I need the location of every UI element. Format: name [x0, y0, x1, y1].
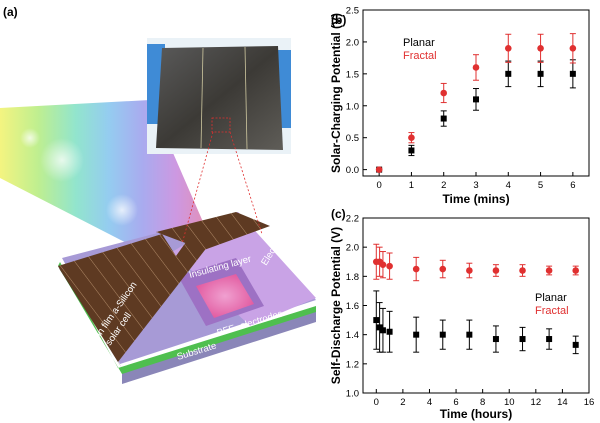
- solar-cell-top: [156, 212, 270, 250]
- data-point-fractal: [537, 45, 544, 52]
- data-point-fractal: [440, 89, 448, 97]
- x-tick-label: 5: [538, 180, 543, 191]
- y-tick-label: 1.5: [346, 69, 359, 80]
- x-tick-label: 1: [409, 180, 414, 191]
- legend-entry-planar: Planar: [535, 292, 567, 304]
- substrate-base: [122, 310, 316, 384]
- y-tick-label: 1.0: [346, 389, 359, 400]
- zoom-line-left: [181, 131, 214, 245]
- data-point-planar: [466, 331, 473, 338]
- x-tick-label: 8: [480, 397, 485, 408]
- x-tick-label: 3: [473, 180, 478, 191]
- series-fractal: [375, 33, 577, 173]
- data-point-fractal: [386, 262, 393, 270]
- substrate-green-layer: [58, 262, 316, 374]
- data-point-fractal: [519, 267, 526, 274]
- x-tick-label: 2: [441, 180, 446, 191]
- data-point-planar: [473, 96, 479, 103]
- data-point-planar: [413, 331, 420, 338]
- y-tick-label: 1.4: [346, 330, 359, 341]
- x-tick-label: 2: [400, 397, 405, 408]
- data-point-fractal: [375, 166, 383, 173]
- y-axis-title: Solar-Charging Potential (V): [329, 13, 343, 173]
- y-axis-title: Self-Discharge Potential (V): [329, 227, 343, 384]
- data-point-planar: [379, 327, 386, 334]
- data-point-fractal: [472, 64, 480, 71]
- y-tick-label: 0.5: [346, 133, 359, 144]
- data-point-fractal: [412, 265, 420, 273]
- legend-entry-fractal: Fractal: [403, 50, 437, 62]
- chart-self-discharge: 0 2 4 6 8 10 12 14 16 1.0 1.2 1.4 1.6 1.8 2.0 2.2 Time (…: [329, 214, 594, 422]
- photo-inset-line-2: [244, 46, 248, 150]
- y-tick-label: 2.2: [346, 214, 359, 225]
- solar-cell-body: [58, 228, 208, 362]
- photo-inset-line-1: [200, 47, 204, 149]
- lens-flare-3: [20, 128, 40, 148]
- data-point-planar: [408, 147, 415, 154]
- y-tick-label: 1.0: [346, 101, 359, 112]
- panel-label-a: (a): [3, 5, 18, 19]
- x-tick-label: 6: [570, 180, 575, 191]
- legend-entry-planar: Planar: [403, 37, 435, 49]
- data-point-planar: [386, 328, 393, 335]
- data-point-planar: [572, 341, 579, 348]
- data-point-fractal: [466, 267, 473, 274]
- series-fractal: [372, 243, 580, 282]
- data-point-fractal: [439, 265, 447, 273]
- data-point-fractal: [572, 267, 580, 274]
- data-point-planar: [373, 317, 380, 324]
- x-tick-label: 4: [427, 397, 432, 408]
- data-point-fractal: [492, 267, 500, 274]
- data-point-planar: [537, 70, 544, 77]
- x-tick-label: 12: [531, 397, 542, 408]
- lens-flare-1: [40, 138, 84, 182]
- panel-label-b: (b): [331, 13, 346, 27]
- data-point-fractal: [408, 134, 415, 141]
- legend-entry-fractal: Fractal: [535, 305, 569, 317]
- x-tick-label: 10: [504, 397, 515, 408]
- data-point-fractal: [545, 267, 553, 274]
- x-tick-label: 0: [376, 180, 381, 191]
- y-tick-label: 1.6: [346, 301, 359, 312]
- y-tick-label: 1.2: [346, 359, 359, 370]
- y-tick-label: 2.0: [346, 243, 359, 254]
- x-tick-label: 16: [584, 397, 595, 408]
- data-point-planar: [569, 70, 576, 77]
- data-point-planar: [505, 70, 512, 77]
- y-tick-label: 2.0: [346, 37, 359, 48]
- x-tick-label: 4: [506, 180, 511, 191]
- x-axis-title: Time (hours): [440, 407, 512, 421]
- photo-inset-highlight-box: [211, 117, 231, 133]
- y-tick-label: 2.5: [346, 6, 359, 17]
- data-point-fractal: [504, 45, 512, 52]
- x-tick-label: 0: [374, 397, 379, 408]
- data-point-fractal: [569, 45, 577, 52]
- data-point-planar: [440, 115, 447, 122]
- chart-solar-charging: 0 1 2 3 4 5 6 0.0 0.5 1.0 1.5 2.0 2.5 Time (mins) Sola…: [329, 6, 590, 206]
- photo-inset-device: [156, 46, 283, 150]
- schematic-panel: Thin film a-Silicon solar cell Insulatin…: [0, 38, 316, 384]
- series-planar: [373, 290, 579, 355]
- lens-flare-2: [106, 194, 138, 226]
- electrode-pad: [196, 274, 254, 318]
- zoom-line-right: [229, 131, 263, 235]
- panel-label-c: (c): [331, 207, 346, 221]
- data-point-planar: [546, 336, 553, 343]
- x-tick-label: 14: [557, 397, 568, 408]
- x-tick-label: 6: [453, 397, 458, 408]
- data-point-planar: [519, 336, 526, 343]
- x-axis-title: Time (mins): [442, 192, 509, 206]
- data-point-planar: [376, 324, 383, 331]
- y-tick-label: 1.8: [346, 272, 359, 283]
- y-tick-label: 0.0: [346, 165, 359, 176]
- data-point-planar: [439, 331, 446, 338]
- data-point-fractal: [379, 261, 387, 268]
- data-point-planar: [492, 336, 499, 343]
